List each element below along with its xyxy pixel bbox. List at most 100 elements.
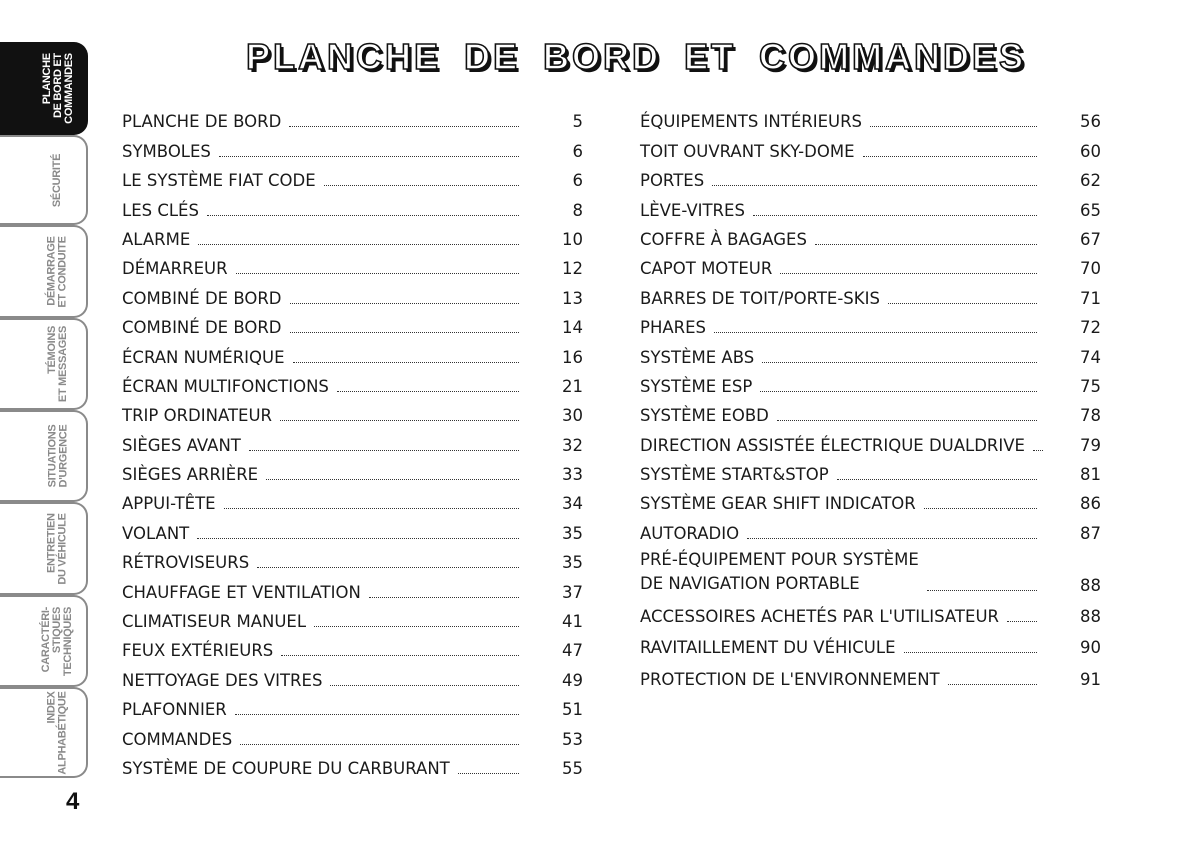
toc-entry[interactable]: VOLANT 35: [122, 514, 583, 543]
tab-caractéri[interactable]: CARACTÉRI- STIQUES TECHNIQUES: [0, 595, 88, 687]
toc-entry-page: 8: [572, 200, 584, 220]
dot-leader: [234, 714, 519, 716]
toc-entry[interactable]: SIÈGES ARRIÈRE 33: [122, 456, 583, 485]
toc-entry[interactable]: NETTOYAGE DES VITRES 49: [122, 661, 583, 690]
dot-leader: [926, 589, 1037, 591]
toc-entry-label: SYSTÈME START&STOP: [640, 465, 829, 485]
toc-entry-page: 74: [1080, 347, 1101, 367]
toc-entry[interactable]: LÈVE-VITRES 65: [640, 191, 1101, 220]
tab-index[interactable]: INDEX ALPHABÉTIQUE: [0, 687, 88, 778]
toc-entry[interactable]: COMBINÉ DE BORD 14: [122, 309, 583, 338]
toc-entry[interactable]: APPUI-TÊTE 34: [122, 485, 583, 514]
toc-entry[interactable]: TRIP ORDINATEUR 30: [122, 397, 583, 426]
toc-entry-label: LÈVE-VITRES: [640, 200, 745, 220]
toc-entry-page: 81: [1080, 465, 1101, 485]
toc-entry[interactable]: AUTORADIO 87: [640, 514, 1101, 543]
dot-leader: [289, 302, 519, 304]
toc-entry[interactable]: CAPOT MOTEUR 70: [640, 250, 1101, 279]
toc-entry[interactable]: COMBINÉ DE BORD 13: [122, 279, 583, 308]
toc-entry[interactable]: CLIMATISEUR MANUEL 41: [122, 603, 583, 632]
toc-entry-label: ÉCRAN MULTIFONCTIONS: [122, 376, 329, 396]
toc-entry-label: VOLANT: [122, 523, 190, 543]
toc-entry[interactable]: SYSTÈME ABS 74: [640, 338, 1101, 367]
dot-leader: [760, 390, 1037, 392]
toc-entry[interactable]: CHAUFFAGE ET VENTILATION 37: [122, 573, 583, 602]
toc-entry-label: ÉQUIPEMENTS INTÉRIEURS: [640, 112, 863, 132]
toc-entry-label: PLAFONNIER: [122, 700, 227, 720]
toc-entry[interactable]: SYSTÈME EOBD 78: [640, 397, 1101, 426]
toc-entry-label: BARRES DE TOIT/PORTE-SKIS: [640, 288, 880, 308]
toc-entry[interactable]: COFFRE À BAGAGES 67: [640, 221, 1101, 250]
toc-entry-label: CAPOT MOTEUR: [640, 259, 773, 279]
toc-entry[interactable]: RÉTROVISEURS 35: [122, 544, 583, 573]
tab-situations[interactable]: SITUATIONS D'URGENCE: [0, 410, 88, 502]
toc-entry-label: COMBINÉ DE BORD: [122, 318, 282, 338]
toc-entry[interactable]: COMMANDES 53: [122, 720, 583, 749]
toc-entry[interactable]: DIRECTION ASSISTÉE ÉLECTRIQUE DUALDRIVE 7…: [640, 426, 1101, 455]
dot-leader: [280, 420, 519, 422]
toc-entry[interactable]: FEUX EXTÉRIEURS 47: [122, 632, 583, 661]
toc-entry-label: PHARES: [640, 318, 707, 338]
dot-leader: [323, 185, 519, 187]
toc-entry[interactable]: ÉQUIPEMENTS INTÉRIEURS 56: [640, 103, 1101, 132]
toc-entry[interactable]: LE SYSTÈME FIAT CODE 6: [122, 162, 583, 191]
toc-entry-page: 37: [562, 582, 583, 602]
toc-entry[interactable]: PHARES 72: [640, 309, 1101, 338]
toc-entry[interactable]: ÉCRAN NUMÉRIQUE 16: [122, 338, 583, 367]
dot-leader: [780, 273, 1037, 275]
toc-entry[interactable]: PROTECTION DE L'ENVIRONNEMENT 91: [640, 658, 1101, 690]
toc-entry-page: 65: [1080, 200, 1101, 220]
toc-entry-label: COMBINÉ DE BORD: [122, 288, 282, 308]
toc-entry-page: 14: [562, 318, 583, 338]
toc-entry[interactable]: PLAFONNIER 51: [122, 691, 583, 720]
toc-entry[interactable]: SYSTÈME ESP 75: [640, 368, 1101, 397]
tab-entretien[interactable]: ENTRETIEN DU VÉHICULE: [0, 502, 88, 595]
toc-entry-label: ÉCRAN NUMÉRIQUE: [122, 347, 285, 367]
toc-entry-label: FEUX EXTÉRIEURS: [122, 641, 274, 661]
toc-entry[interactable]: ACCESSOIRES ACHETÉS PAR L'UTILISATEUR 88: [640, 596, 1101, 627]
toc-entry[interactable]: TOIT OUVRANT SKY-DOME 60: [640, 132, 1101, 161]
toc-entry-page: 60: [1080, 141, 1101, 161]
toc-entry-page: 47: [562, 641, 583, 661]
toc-entry[interactable]: SYSTÈME START&STOP 81: [640, 456, 1101, 485]
toc-entry[interactable]: BARRES DE TOIT/PORTE-SKIS 71: [640, 279, 1101, 308]
tab-sécurité[interactable]: SÉCURITÉ: [0, 135, 88, 225]
toc-entry[interactable]: SIÈGES AVANT 32: [122, 426, 583, 455]
toc-entry[interactable]: LES CLÉS 8: [122, 191, 583, 220]
dot-leader: [776, 420, 1037, 422]
toc-entry-label: RÉTROVISEURS: [122, 553, 250, 573]
toc-entry[interactable]: ÉCRAN MULTIFONCTIONS 21: [122, 368, 583, 397]
dot-leader: [712, 185, 1037, 187]
toc-entry[interactable]: ALARME 10: [122, 221, 583, 250]
dot-leader: [947, 683, 1037, 685]
toc-entry-page: 35: [562, 523, 583, 543]
toc-entry[interactable]: PLANCHE DE BORD 5: [122, 103, 583, 132]
tab-témoins[interactable]: TÉMOINS ET MESSAGES: [0, 318, 88, 410]
dot-leader: [747, 537, 1037, 539]
dot-leader: [289, 126, 519, 128]
dot-leader: [197, 537, 519, 539]
dot-leader: [266, 479, 519, 481]
toc-entry-label: COFFRE À BAGAGES: [640, 229, 807, 249]
toc-entry[interactable]: SYMBOLES 6: [122, 132, 583, 161]
toc-entry[interactable]: DÉMARREUR 12: [122, 250, 583, 279]
dot-leader: [206, 214, 519, 216]
dot-leader: [862, 155, 1037, 157]
toc-entry-page: 75: [1080, 376, 1101, 396]
tab-démarrage[interactable]: DÉMARRAGE ET CONDUITE: [0, 225, 88, 318]
toc-entry[interactable]: SYSTÈME DE COUPURE DU CARBURANT 55: [122, 750, 583, 779]
toc-entry-page: 35: [562, 553, 583, 573]
toc-entry-page: 72: [1080, 318, 1101, 338]
toc-entry[interactable]: RAVITAILLEMENT DU VÉHICULE 90: [640, 627, 1101, 658]
toc-entry-label: RAVITAILLEMENT DU VÉHICULE: [640, 637, 896, 657]
toc-entry[interactable]: PORTES 62: [640, 162, 1101, 191]
tab-label: PLANCHE DE BORD ET COMMANDES: [40, 53, 75, 124]
toc-entry[interactable]: SYSTÈME GEAR SHIFT INDICATOR 86: [640, 485, 1101, 514]
toc-entry-page: 53: [562, 729, 583, 749]
dot-leader: [836, 479, 1037, 481]
dot-leader: [330, 684, 519, 686]
tab-planche[interactable]: PLANCHE DE BORD ET COMMANDES: [0, 42, 88, 135]
toc-entry[interactable]: PRÉ-ÉQUIPEMENT POUR SYSTÈME DE NAVIGATIO…: [640, 544, 1101, 596]
toc-entry-page: 21: [562, 376, 583, 396]
toc-entry-label: ALARME: [122, 229, 191, 249]
